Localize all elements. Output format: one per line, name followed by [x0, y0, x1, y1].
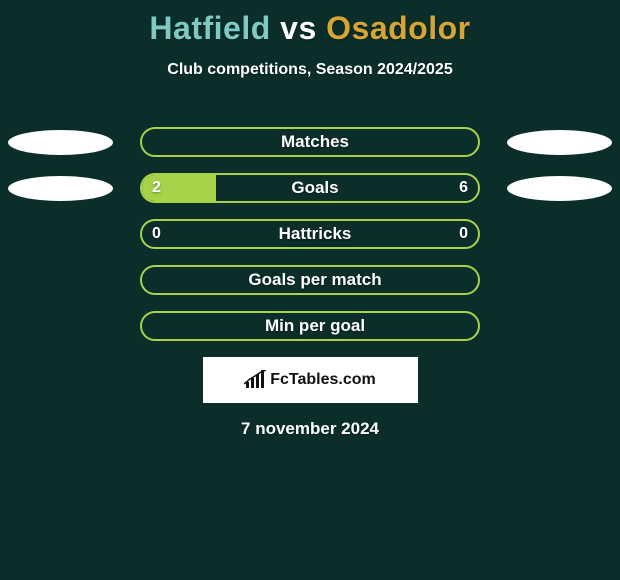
datestamp: 7 november 2024 — [0, 419, 620, 439]
barchart-icon — [244, 370, 266, 390]
stat-rows: Matches 2 Goals 6 0 Hattricks 0 — [0, 127, 620, 341]
attribution-text: FcTables.com — [270, 371, 376, 389]
stat-row-gpm: Goals per match — [0, 265, 620, 295]
player-a-name: Hatfield — [149, 10, 270, 46]
player-b-name: Osadolor — [326, 10, 470, 46]
stat-label: Hattricks — [142, 221, 478, 247]
stat-value-right: 0 — [459, 221, 468, 247]
page-title: Hatfield vs Osadolor — [0, 0, 620, 47]
stat-bar: Matches — [140, 127, 480, 157]
stat-label: Min per goal — [142, 313, 478, 339]
stat-row-mpg: Min per goal — [0, 311, 620, 341]
ellipse-right — [507, 130, 612, 155]
subtitle: Club competitions, Season 2024/2025 — [0, 61, 620, 79]
ellipse-right — [507, 176, 612, 201]
stat-bar: Min per goal — [140, 311, 480, 341]
stat-label: Goals per match — [142, 267, 478, 293]
stat-row-hattricks: 0 Hattricks 0 — [0, 219, 620, 249]
ellipse-left — [8, 176, 113, 201]
stat-bar: Goals per match — [140, 265, 480, 295]
title-vs: vs — [280, 10, 317, 46]
stat-bar: 2 Goals 6 — [140, 173, 480, 203]
stat-label: Matches — [142, 129, 478, 155]
stat-value-right: 6 — [459, 175, 468, 201]
stat-row-goals: 2 Goals 6 — [0, 173, 620, 203]
stat-bar: 0 Hattricks 0 — [140, 219, 480, 249]
stat-row-matches: Matches — [0, 127, 620, 157]
attribution-box: FcTables.com — [203, 357, 418, 403]
page-root: Hatfield vs Osadolor Club competitions, … — [0, 0, 620, 580]
attribution-logo: FcTables.com — [244, 370, 376, 390]
ellipse-left — [8, 130, 113, 155]
stat-label: Goals — [142, 175, 478, 201]
